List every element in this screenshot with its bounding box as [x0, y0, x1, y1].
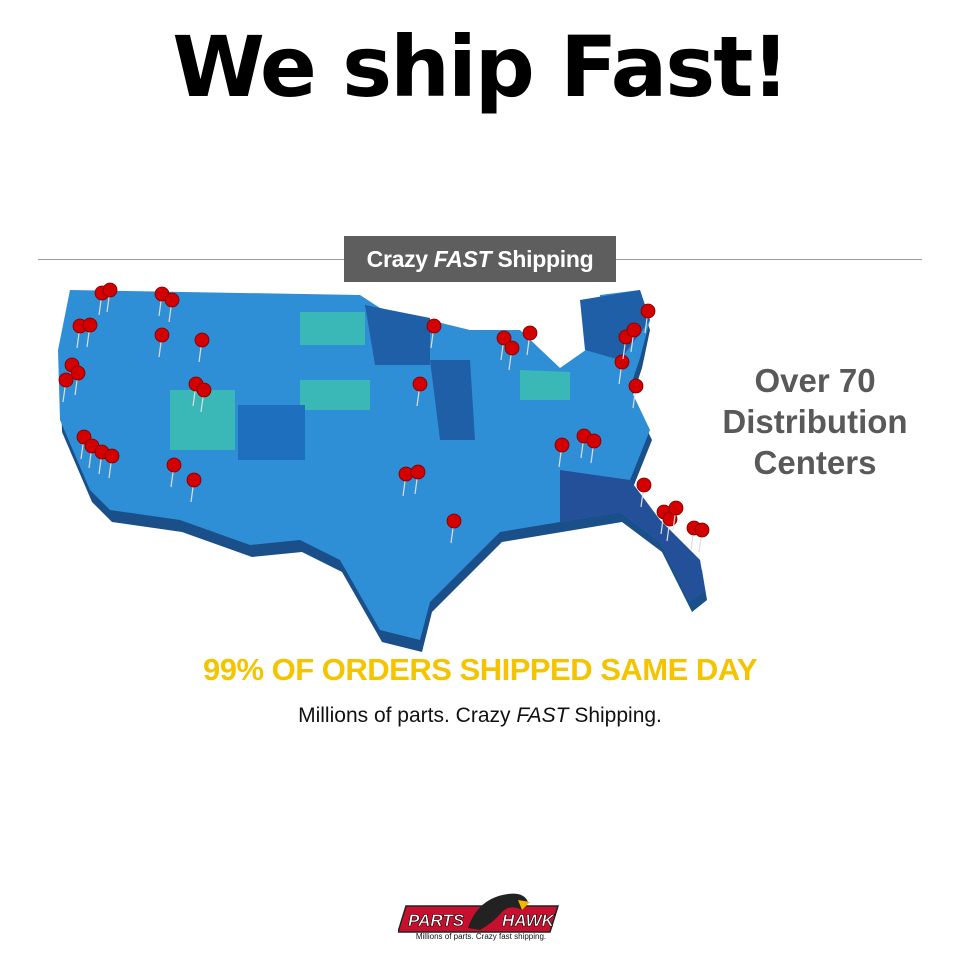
pin-head — [412, 376, 428, 392]
region-teal-4 — [520, 370, 570, 400]
pin-head — [196, 382, 212, 398]
banner-emph: FAST — [433, 245, 492, 272]
pin-head — [82, 317, 98, 333]
pin-head — [166, 457, 182, 473]
divider-right — [616, 259, 922, 260]
banner-pre: Crazy — [366, 245, 428, 272]
same-day-claim: 99% OF ORDERS SHIPPED SAME DAY — [202, 652, 758, 687]
distribution-pins — [58, 282, 710, 553]
pin-head — [694, 522, 710, 538]
region-teal-1 — [300, 312, 365, 345]
parts-hawk-logo: PARTS HAWK — [398, 893, 560, 933]
tagline-emph: FAST — [516, 704, 569, 727]
pin-head — [446, 513, 462, 529]
pin-head — [186, 472, 202, 488]
pin-head — [426, 318, 442, 334]
headline: We ship Fast! — [172, 18, 789, 116]
pin-head — [102, 282, 118, 298]
region-minnesota — [365, 305, 430, 365]
logo-left-text: PARTS — [408, 911, 465, 930]
pin-head — [626, 322, 642, 338]
logo-right-text: HAWK — [502, 911, 556, 930]
distribution-centers: Over 70 Distribution Centers — [700, 360, 930, 483]
region-southeast — [560, 470, 705, 602]
pin-head — [640, 303, 656, 319]
centers-line-2: Distribution — [722, 403, 908, 440]
pin-head — [636, 477, 652, 493]
pin-head — [194, 332, 210, 348]
region-teal-3 — [300, 380, 370, 410]
pin-head — [70, 365, 86, 381]
pin-head — [104, 448, 120, 464]
pin-head — [504, 340, 520, 356]
pin-head — [410, 464, 426, 480]
region-teal-2 — [170, 390, 235, 450]
shipping-banner: Crazy FAST Shipping — [344, 236, 616, 282]
tagline-pre: Millions of parts. Crazy — [298, 704, 511, 727]
logo-tagline: Millions of parts. Crazy fast shipping. — [415, 932, 547, 941]
pin-head — [614, 354, 630, 370]
pin-head — [58, 372, 74, 388]
tagline-post: Shipping. — [574, 704, 662, 727]
banner-post: Shipping — [497, 245, 594, 272]
region-colorado — [238, 405, 305, 460]
hawk-icon — [468, 893, 528, 930]
pin-head — [668, 500, 684, 516]
centers-line-3: Centers — [753, 444, 877, 481]
divider-left — [38, 259, 344, 260]
pin-head — [628, 378, 644, 394]
pin-head — [154, 327, 170, 343]
centers-line-1: Over 70 — [754, 362, 876, 399]
pin-head — [522, 325, 538, 341]
pin-head — [164, 292, 180, 308]
pin-head — [586, 433, 602, 449]
region-illinois — [430, 360, 475, 440]
pin-head — [554, 437, 570, 453]
us-map — [58, 282, 710, 652]
pin-head — [496, 330, 512, 346]
tagline: Millions of parts. Crazy FAST Shipping. — [0, 704, 960, 728]
